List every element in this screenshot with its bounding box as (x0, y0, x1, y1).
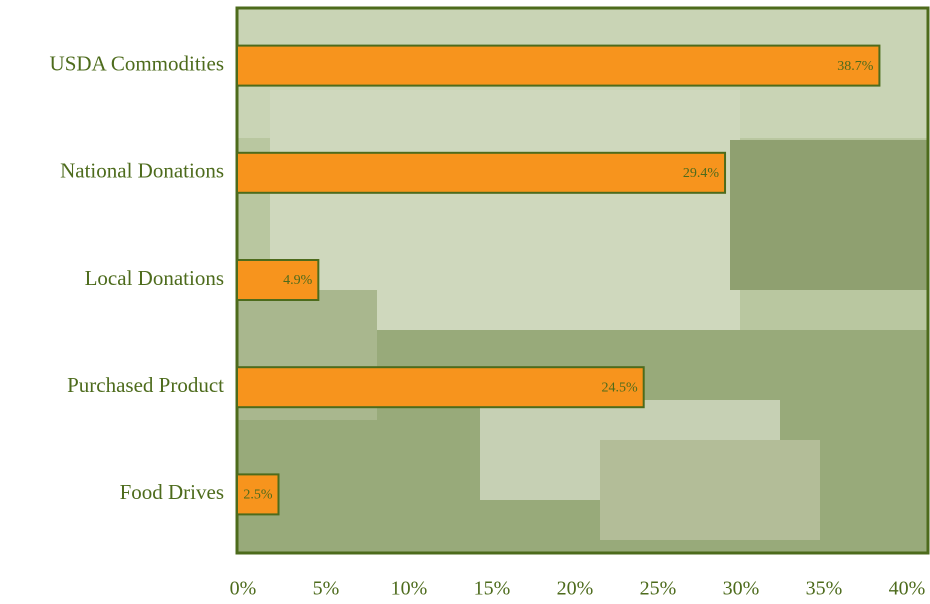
bar (236, 366, 645, 409)
x-tick-label: 15% (474, 578, 511, 600)
y-tick-label: Local Donations (85, 266, 224, 290)
x-tick-label: 10% (391, 578, 428, 600)
bar (236, 151, 727, 194)
x-tick-label: 20% (557, 578, 594, 600)
x-tick-label: 40% (889, 578, 926, 600)
y-tick-label: National Donations (60, 159, 224, 183)
value-label: 29.4% (683, 166, 720, 181)
y-tick-label: Food Drives (120, 480, 224, 504)
x-tick-label: 25% (640, 578, 677, 600)
x-tick-label: 0% (230, 578, 257, 600)
bar (236, 259, 320, 301)
x-tick-label: 35% (806, 578, 843, 600)
y-tick-label: Purchased Product (67, 373, 224, 397)
value-label: 4.9% (283, 273, 313, 288)
y-tick-label: USDA Commodities (50, 51, 224, 75)
value-label: 24.5% (602, 380, 639, 395)
x-tick-label: 30% (723, 578, 760, 600)
photo-background (237, 8, 928, 553)
bar (236, 44, 881, 87)
value-label: 38.7% (837, 59, 874, 74)
x-tick-label: 5% (313, 578, 340, 600)
value-label: 2.5% (243, 488, 273, 503)
bar (236, 473, 280, 516)
